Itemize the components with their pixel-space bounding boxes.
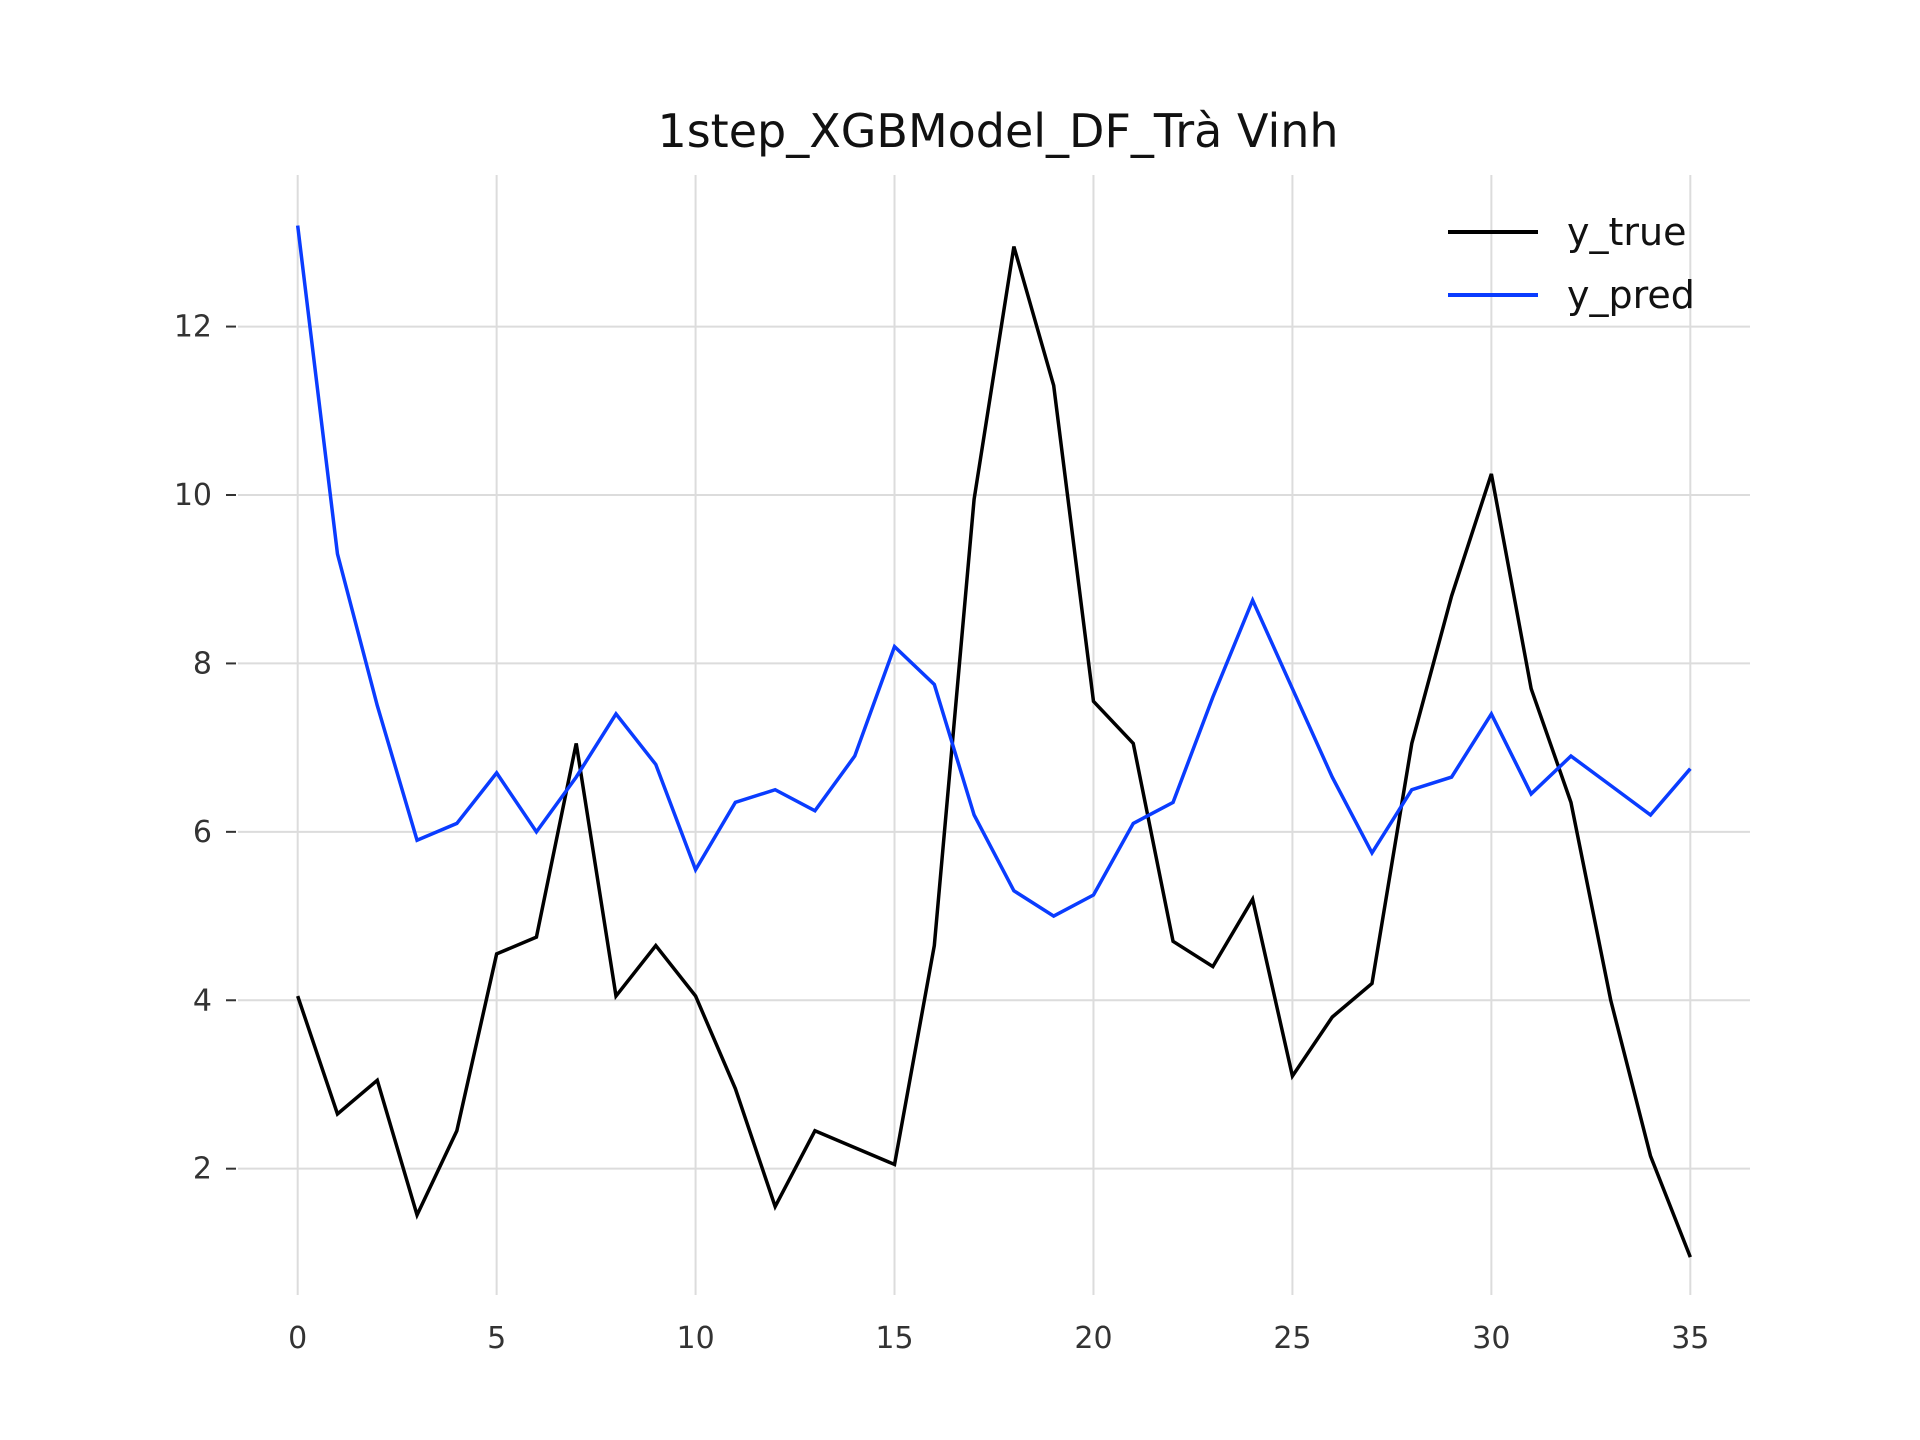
chart-title: 1step_XGBModel_DF_Trà Vinh	[657, 104, 1338, 158]
x-tick-label: 35	[1671, 1321, 1709, 1356]
legend-label-y-true: y_true	[1567, 210, 1686, 254]
y-tick-label: 2	[193, 1152, 212, 1187]
y-tick-label: 6	[193, 815, 212, 850]
y-tick-label: 8	[193, 646, 212, 681]
data-series	[295, 225, 1692, 1258]
x-tick-label: 20	[1074, 1321, 1112, 1356]
y-tick-label: 4	[193, 983, 212, 1018]
axis-ticks: 0 5 10 15 20 25 30 35 2 4 6 8 10 12	[174, 310, 1710, 1356]
y-tick-label: 12	[174, 310, 212, 345]
series-line-y-pred	[295, 225, 1692, 919]
series-line-y-true	[296, 246, 1692, 1258]
x-tick-label: 5	[487, 1321, 506, 1356]
x-tick-label: 30	[1472, 1321, 1510, 1356]
legend: y_true y_pred	[1448, 210, 1695, 317]
grid	[238, 175, 1750, 1295]
legend-label-y-pred: y_pred	[1567, 273, 1695, 317]
x-tick-label: 0	[288, 1321, 307, 1356]
y-tick-label: 10	[174, 478, 212, 513]
x-tick-label: 25	[1273, 1321, 1311, 1356]
x-tick-label: 10	[676, 1321, 714, 1356]
x-tick-label: 15	[875, 1321, 913, 1356]
